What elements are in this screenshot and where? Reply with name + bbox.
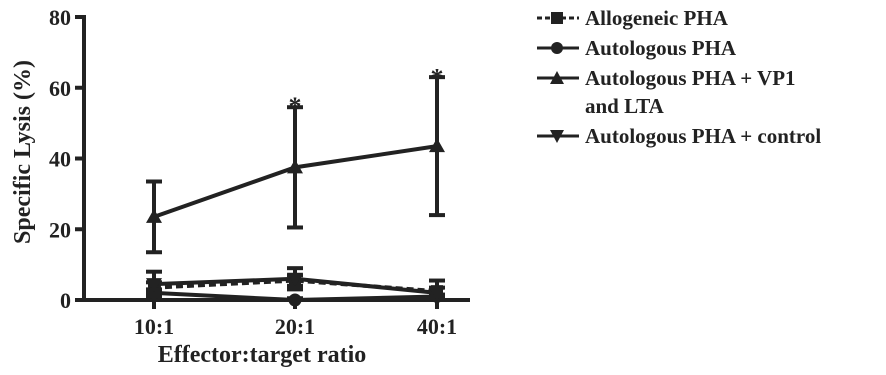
series bbox=[146, 266, 445, 302]
y-tick-label: 0 bbox=[60, 288, 71, 313]
y-tick-label: 80 bbox=[49, 5, 71, 30]
data-point bbox=[287, 159, 303, 174]
y-tick-label: 40 bbox=[49, 147, 71, 172]
data-point bbox=[287, 272, 303, 287]
legend-sample-triangle-down bbox=[537, 130, 579, 143]
data-point bbox=[146, 278, 162, 293]
x-axis-title: Effector:target ratio bbox=[158, 342, 367, 368]
legend-item-autologous-pha-control: Autologous PHA + control bbox=[535, 122, 885, 152]
y-tick-label: 60 bbox=[49, 76, 71, 101]
data-point bbox=[288, 293, 302, 307]
series bbox=[146, 75, 445, 255]
legend-sample-triangle-up bbox=[537, 71, 579, 84]
legend-sample-circle bbox=[537, 42, 579, 54]
significance-marker: * bbox=[431, 64, 444, 93]
legend-item-autologous-pha: Autologous PHA bbox=[535, 34, 885, 64]
legend-label: Autologous PHA + VP1 and LTA bbox=[585, 66, 796, 118]
data-point bbox=[146, 208, 162, 223]
data-point bbox=[429, 286, 445, 301]
data-point bbox=[429, 138, 445, 153]
significance-marker: * bbox=[289, 92, 302, 121]
legend: Allogeneic PHA Autologous PHA Autologous… bbox=[535, 4, 885, 152]
y-ticks: 0 20 40 60 80 bbox=[49, 5, 84, 313]
x-ticks: 10:1 20:1 40:1 bbox=[134, 300, 457, 339]
x-tick-label: 10:1 bbox=[134, 314, 174, 339]
y-axis-title: Specific Lysis (%) bbox=[10, 60, 36, 244]
x-tick-label: 40:1 bbox=[417, 314, 457, 339]
legend-label: Allogeneic PHA bbox=[585, 6, 728, 30]
legend-label: Autologous PHA bbox=[585, 36, 737, 60]
x-tick-label: 20:1 bbox=[275, 314, 315, 339]
legend-label: Autologous PHA + control bbox=[585, 124, 822, 148]
legend-sample-square-dashed bbox=[537, 12, 579, 24]
series-layer bbox=[146, 75, 445, 307]
legend-item-allogeneic-pha: Allogeneic PHA bbox=[535, 4, 885, 34]
annotation-layer: ** bbox=[289, 64, 444, 121]
axes bbox=[82, 15, 470, 302]
y-tick-label: 20 bbox=[49, 217, 71, 242]
legend-item-autologous-pha-vp1-lta: Autologous PHA + VP1 and LTA bbox=[535, 64, 885, 122]
